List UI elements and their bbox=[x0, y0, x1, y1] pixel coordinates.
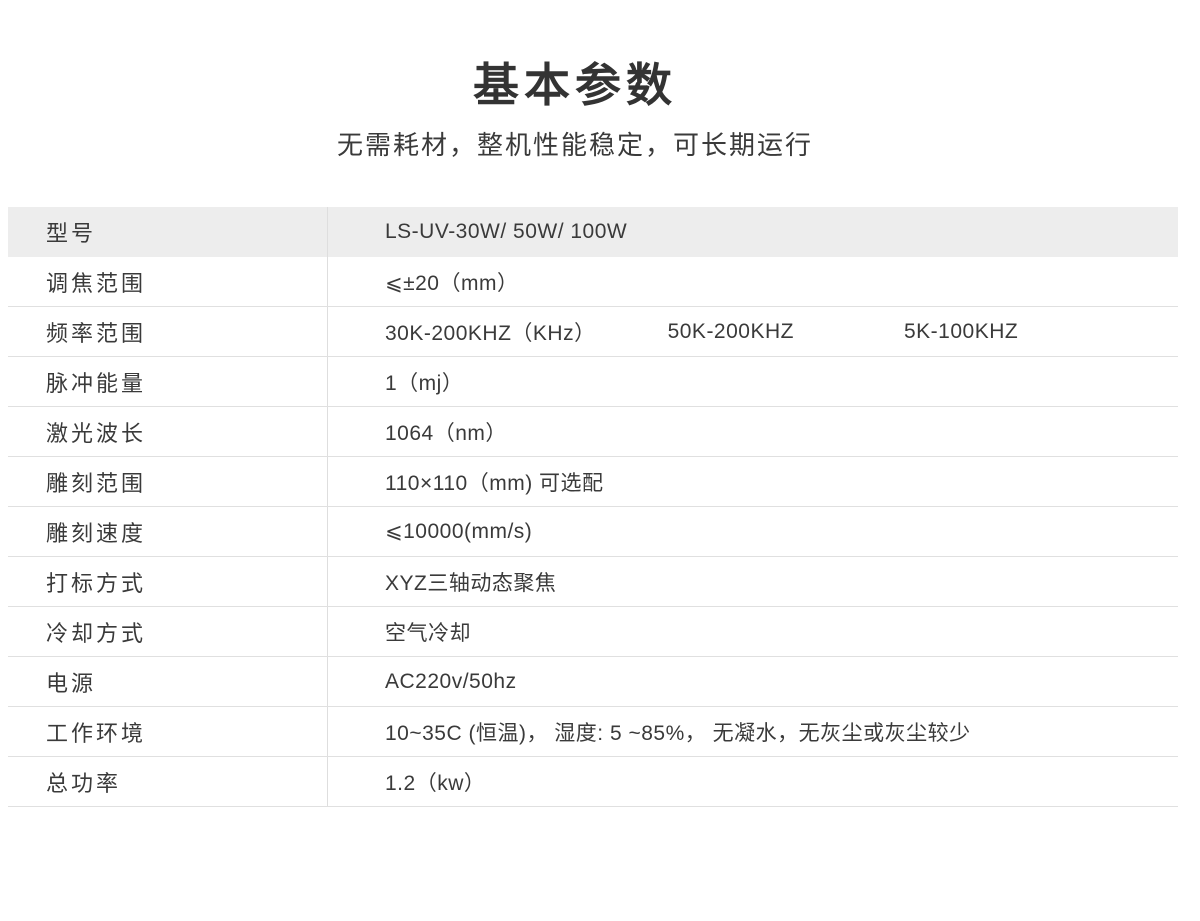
table-row-cooling-method: 冷却方式 空气冷却 bbox=[8, 607, 1178, 658]
page-title: 基本参数 bbox=[473, 59, 677, 111]
row-label: 调焦范围 bbox=[46, 270, 147, 296]
row-value: ⩽10000(mm/s) bbox=[327, 507, 1178, 557]
row-value: 1（mj） bbox=[327, 357, 1178, 407]
page-header: 基本参数 无需耗材，整机性能稳定，可长期运行 bbox=[0, 62, 1150, 161]
page-subtitle: 无需耗材，整机性能稳定，可长期运行 bbox=[336, 130, 813, 160]
row-value: 1.2（kw） bbox=[327, 757, 1178, 807]
row-value: AC220v/50hz bbox=[327, 657, 1178, 707]
table-row-focus-range: 调焦范围 ⩽±20（mm） bbox=[8, 257, 1178, 308]
frequency-value-3: 5K-100KHZ bbox=[903, 319, 1019, 343]
row-value: 空气冷却 bbox=[327, 607, 1178, 657]
row-label: 总功率 bbox=[46, 770, 122, 796]
table-row-engraving-area: 雕刻范围 110×110（mm) 可选配 bbox=[8, 457, 1178, 508]
row-value: 30K-200KHZ（KHz） 50K-200KHZ 5K-100KHZ bbox=[327, 307, 1178, 357]
row-label: 激光波长 bbox=[46, 420, 147, 446]
spec-table: 型号 LS-UV-30W/ 50W/ 100W 调焦范围 ⩽±20（mm） 频率… bbox=[8, 207, 1178, 808]
row-value: 10~35C (恒温)， 湿度: 5 ~85%， 无凝水，无灰尘或灰尘较少 bbox=[327, 707, 1178, 757]
table-row-working-environment: 工作环境 10~35C (恒温)， 湿度: 5 ~85%， 无凝水，无灰尘或灰尘… bbox=[8, 707, 1178, 758]
row-label: 雕刻范围 bbox=[46, 470, 147, 496]
row-value: 1064（nm） bbox=[327, 407, 1178, 457]
row-value: XYZ三轴动态聚焦 bbox=[327, 557, 1178, 607]
table-row-model: 型号 LS-UV-30W/ 50W/ 100W bbox=[8, 207, 1178, 258]
table-row-total-power: 总功率 1.2（kw） bbox=[8, 757, 1178, 808]
table-row-laser-wavelength: 激光波长 1064（nm） bbox=[8, 407, 1178, 458]
row-label: 雕刻速度 bbox=[46, 520, 147, 546]
table-row-engraving-speed: 雕刻速度 ⩽10000(mm/s) bbox=[8, 507, 1178, 558]
row-value: ⩽±20（mm） bbox=[327, 257, 1178, 307]
row-label: 工作环境 bbox=[46, 720, 147, 746]
row-label: 冷却方式 bbox=[46, 620, 147, 646]
row-label: 电源 bbox=[46, 670, 97, 696]
table-row-marking-method: 打标方式 XYZ三轴动态聚焦 bbox=[8, 557, 1178, 608]
row-value: 110×110（mm) 可选配 bbox=[327, 457, 1178, 507]
row-value: LS-UV-30W/ 50W/ 100W bbox=[327, 207, 1178, 258]
row-label: 打标方式 bbox=[46, 570, 147, 596]
table-row-power-supply: 电源 AC220v/50hz bbox=[8, 657, 1178, 708]
frequency-value-2: 50K-200KHZ bbox=[667, 319, 794, 343]
row-label: 频率范围 bbox=[46, 320, 147, 346]
row-label: 型号 bbox=[46, 221, 97, 247]
row-label: 脉冲能量 bbox=[46, 370, 147, 396]
table-row-pulse-energy: 脉冲能量 1（mj） bbox=[8, 357, 1178, 408]
table-row-frequency-range: 频率范围 30K-200KHZ（KHz） 50K-200KHZ 5K-100KHZ bbox=[8, 307, 1178, 358]
frequency-value-1: 30K-200KHZ（KHz） bbox=[385, 321, 596, 345]
